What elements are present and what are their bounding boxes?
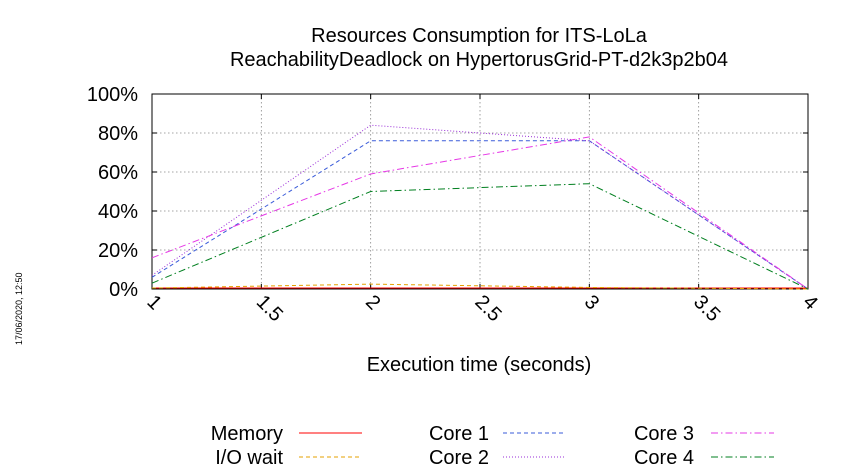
series-line-core-4: [151, 183, 809, 290]
x-tick-label: 1.5: [252, 291, 287, 326]
series-line-core-1: [151, 140, 809, 290]
chart-title: Resources Consumption for ITS-LoLaReacha…: [230, 25, 728, 71]
legend-label-i-o-wait: I/O wait: [215, 447, 283, 469]
chart-title-line-1: Resources Consumption for ITS-LoLa: [311, 25, 648, 47]
y-tick-label: 60%: [98, 162, 138, 184]
legend-label-core-4: Core 4: [634, 447, 694, 469]
legend-label-core-1: Core 1: [429, 423, 489, 445]
legend-label-memory: Memory: [211, 423, 283, 445]
legend-label-core-3: Core 3: [634, 423, 694, 445]
x-tick-label: 4: [798, 291, 821, 314]
series-line-core-2: [151, 124, 809, 290]
axis-ticks: 1 1.5 2 2.5 3 3.5 40%20%40%60%80%100%: [87, 84, 822, 326]
legend-label-core-2: Core 2: [429, 447, 489, 469]
y-tick-label: 20%: [98, 240, 138, 262]
timestamp-label: 17/06/2020, 12:50: [14, 272, 24, 345]
x-tick-label: 3.5: [689, 291, 724, 326]
x-tick-label: 3: [580, 291, 603, 314]
y-tick-label: 40%: [98, 201, 138, 223]
y-tick-label: 100%: [87, 84, 138, 106]
x-tick-label: 2.5: [470, 291, 505, 326]
series-lines: [151, 124, 809, 290]
x-axis-label: Execution time (seconds): [367, 354, 592, 376]
series-line-i-o-wait: [151, 283, 809, 290]
series-line-core-3: [151, 136, 809, 290]
x-tick-label: 1: [142, 291, 165, 314]
y-tick-label: 0%: [109, 279, 138, 301]
chart-title-line-2: ReachabilityDeadlock on HypertorusGrid-P…: [230, 49, 728, 71]
grid-lines: [151, 93, 809, 290]
y-tick-label: 80%: [98, 123, 138, 145]
x-tick-label: 2: [361, 291, 384, 314]
